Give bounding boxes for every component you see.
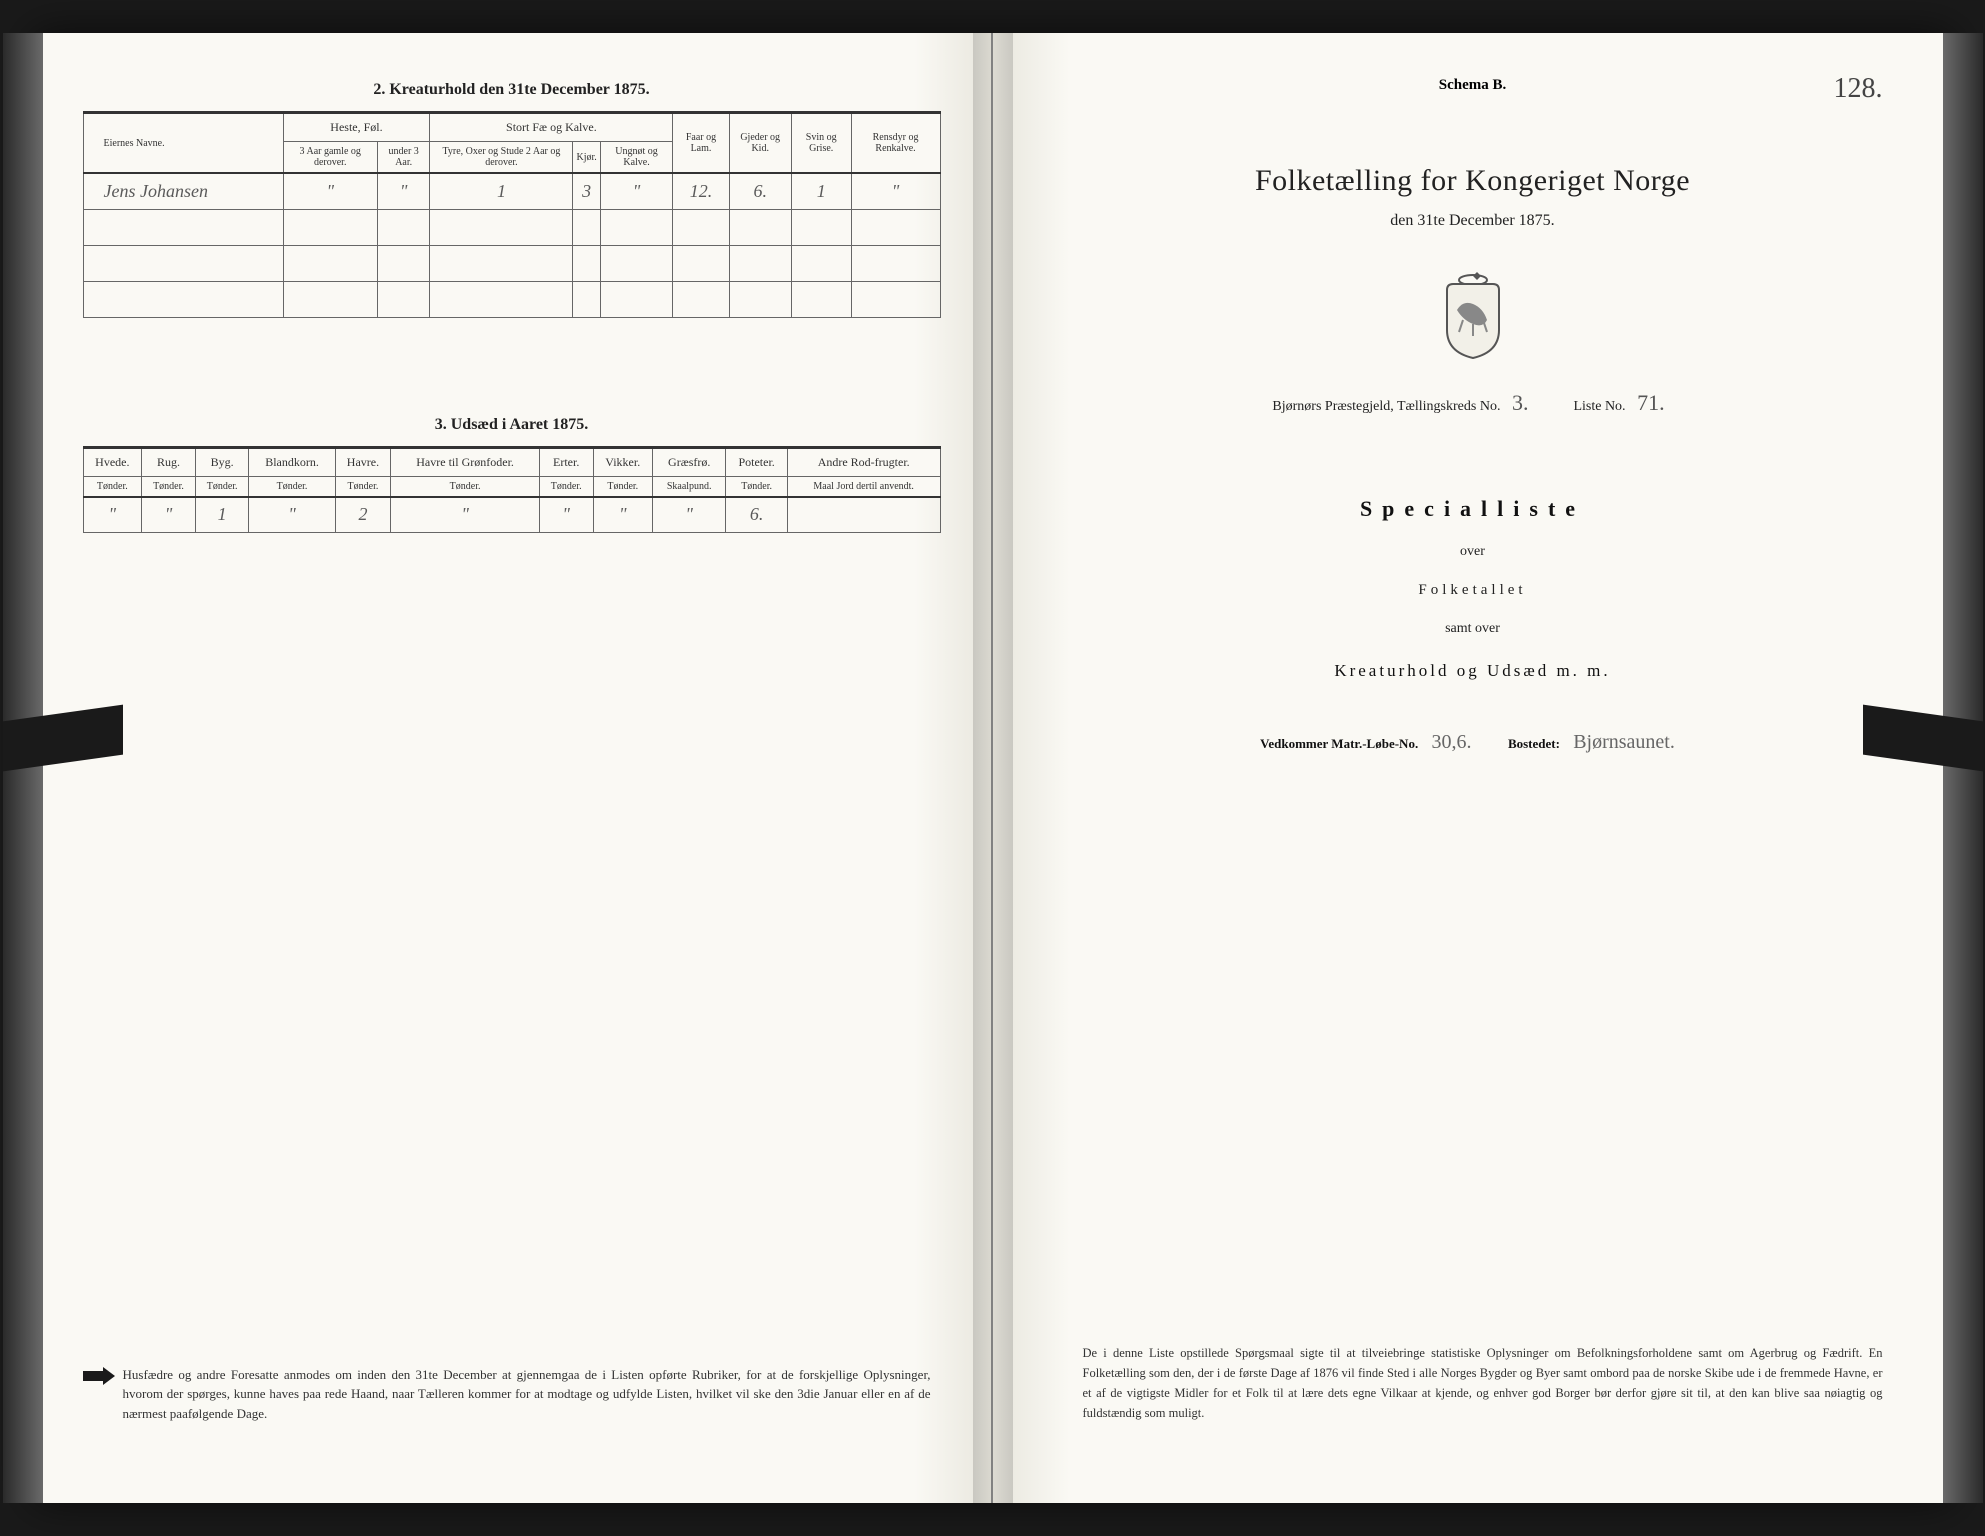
- cell-c2: 3: [573, 173, 600, 209]
- udsaed-table: Hvede. Rug. Byg. Blandkorn. Havre. Havre…: [83, 446, 941, 534]
- cell-10: [787, 497, 940, 533]
- table-row: [83, 281, 940, 317]
- col-cattle-group: Stort Fæ og Kalve.: [430, 113, 673, 142]
- col-cattle-1: Tyre, Oxer og Stude 2 Aar og derover.: [430, 142, 573, 174]
- matr-no: 30,6.: [1421, 731, 1481, 753]
- unit-2: Tønder.: [195, 476, 249, 497]
- col-sheep: Faar og Lam.: [673, 113, 729, 174]
- cell-8: ": [653, 497, 726, 533]
- liste-label: Liste No.: [1573, 399, 1625, 414]
- section2-title: 2. Kreaturhold den 31te December 1875.: [83, 81, 941, 99]
- cell-0: ": [83, 497, 142, 533]
- unit-9: Tønder.: [726, 476, 787, 497]
- samt-label: samt over: [1043, 621, 1903, 637]
- schema-label: Schema B.: [1043, 77, 1903, 94]
- bostedet-label: Bostedet:: [1508, 736, 1560, 751]
- col-andre: Andre Rod-frugter.: [787, 447, 940, 476]
- col-owner: Eiernes Navne.: [83, 113, 283, 174]
- cell-reindeer: ": [851, 173, 940, 209]
- cell-c1: 1: [430, 173, 573, 209]
- col-graesfro: Græsfrø.: [653, 447, 726, 476]
- col-hvede: Hvede.: [83, 447, 142, 476]
- prest-line: Bjørnørs Præstegjeld, Tællingskreds No. …: [1043, 390, 1903, 416]
- liste-no: 71.: [1629, 390, 1673, 415]
- left-footnote-text: Husfædre og andre Foresatte anmodes om i…: [123, 1367, 931, 1421]
- col-blandkorn: Blandkorn.: [249, 447, 335, 476]
- left-page: 2. Kreaturhold den 31te December 1875. E…: [33, 33, 993, 1503]
- main-title: Folketælling for Kongeriget Norge: [1043, 164, 1903, 198]
- col-horses-group: Heste, Føl.: [283, 113, 430, 142]
- unit-4: Tønder.: [335, 476, 391, 497]
- col-vikker: Vikker.: [593, 447, 653, 476]
- cell-2: 1: [195, 497, 249, 533]
- cell-c3: ": [600, 173, 673, 209]
- table-row: [83, 209, 940, 245]
- col-havre: Havre.: [335, 447, 391, 476]
- cell-5: ": [391, 497, 539, 533]
- right-page: 128. Schema B. Folketælling for Kongerig…: [993, 33, 1953, 1503]
- col-cattle-2: Kjør.: [573, 142, 600, 174]
- col-cattle-3: Ungnøt og Kalve.: [600, 142, 673, 174]
- over-label: over: [1043, 544, 1903, 560]
- col-reindeer: Rensdyr og Renkalve.: [851, 113, 940, 174]
- cell-6: ": [539, 497, 593, 533]
- col-byg: Byg.: [195, 447, 249, 476]
- book-spread: 2. Kreaturhold den 31te December 1875. E…: [33, 33, 1953, 1503]
- vedkommer-line: Vedkommer Matr.-Løbe-No. 30,6. Bostedet:…: [1043, 731, 1903, 754]
- col-erter: Erter.: [539, 447, 593, 476]
- col-poteter: Poteter.: [726, 447, 787, 476]
- col-horses-2: under 3 Aar.: [377, 142, 429, 174]
- coat-of-arms-icon: [1433, 270, 1513, 360]
- bostedet-value: Bjørnsaunet.: [1563, 731, 1685, 753]
- prest-no: 3.: [1504, 390, 1537, 415]
- cell-h1: ": [283, 173, 377, 209]
- table-row: " " 1 " 2 " " " " 6.: [83, 497, 940, 533]
- cell-9: 6.: [726, 497, 787, 533]
- cell-h2: ": [377, 173, 429, 209]
- cell-sheep: 12.: [673, 173, 729, 209]
- kreatur-label: Kreaturhold og Udsæd m. m.: [1043, 661, 1903, 681]
- section3-title: 3. Udsæd i Aaret 1875.: [83, 416, 941, 434]
- cell-owner: Jens Johansen: [83, 173, 283, 209]
- right-footnote: De i denne Liste opstillede Spørgsmaal s…: [1083, 1343, 1883, 1423]
- col-pigs: Svin og Grise.: [791, 113, 851, 174]
- vedkommer-prefix: Vedkommer Matr.-Løbe-No.: [1260, 736, 1418, 751]
- cell-pigs: 1: [791, 173, 851, 209]
- kreaturhold-table: Eiernes Navne. Heste, Føl. Stort Fæ og K…: [83, 111, 941, 318]
- col-rug: Rug.: [142, 447, 196, 476]
- cell-4: 2: [335, 497, 391, 533]
- unit-0: Tønder.: [83, 476, 142, 497]
- folketallet-label: Folketallet: [1043, 582, 1903, 599]
- unit-7: Tønder.: [593, 476, 653, 497]
- prest-prefix: Bjørnørs Præstegjeld, Tællingskreds No.: [1272, 399, 1500, 414]
- cell-1: ": [142, 497, 196, 533]
- table-row: [83, 245, 940, 281]
- cell-7: ": [593, 497, 653, 533]
- unit-10: Maal Jord dertil anvendt.: [787, 476, 940, 497]
- unit-6: Tønder.: [539, 476, 593, 497]
- table-row: Jens Johansen " " 1 3 " 12. 6. 1 ": [83, 173, 940, 209]
- pointing-hand-icon: [83, 1367, 115, 1385]
- unit-8: Skaalpund.: [653, 476, 726, 497]
- col-havre-gron: Havre til Grønfoder.: [391, 447, 539, 476]
- cell-goats: 6.: [729, 173, 791, 209]
- page-number: 128.: [1834, 73, 1883, 105]
- unit-5: Tønder.: [391, 476, 539, 497]
- subtitle-date: den 31te December 1875.: [1043, 212, 1903, 230]
- cell-3: ": [249, 497, 335, 533]
- left-footnote: Husfædre og andre Foresatte anmodes om i…: [123, 1365, 931, 1424]
- col-horses-1: 3 Aar gamle og derover.: [283, 142, 377, 174]
- specialliste-title: Specialliste: [1043, 496, 1903, 522]
- col-goats: Gjeder og Kid.: [729, 113, 791, 174]
- unit-1: Tønder.: [142, 476, 196, 497]
- unit-3: Tønder.: [249, 476, 335, 497]
